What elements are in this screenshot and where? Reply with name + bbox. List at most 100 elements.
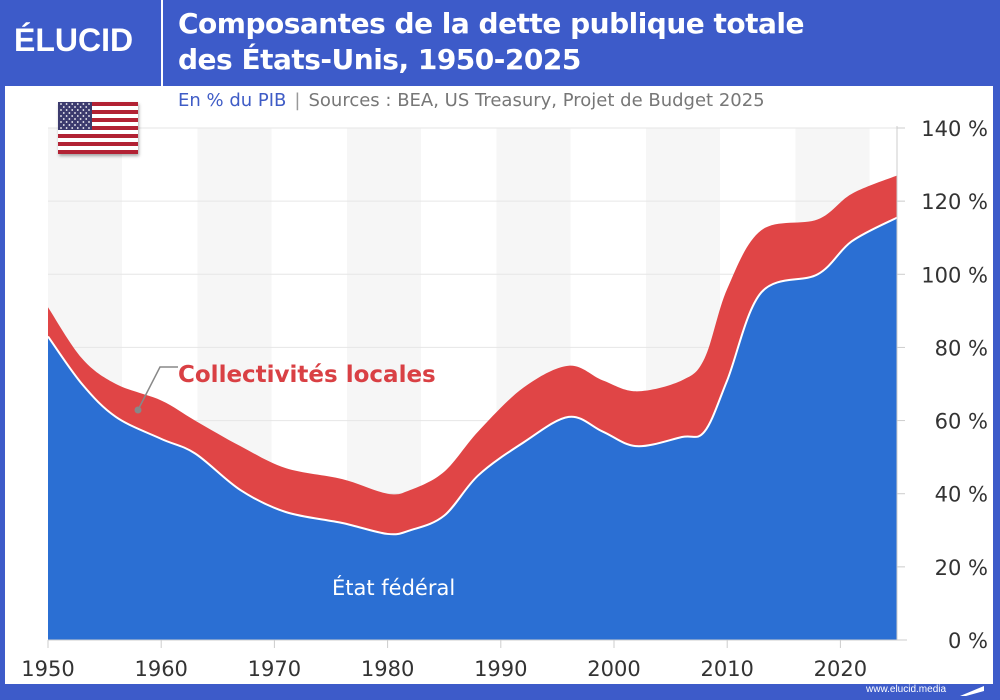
flag-star: [88, 115, 90, 117]
flag-stripe: [58, 130, 138, 134]
flag-star: [88, 103, 90, 105]
flag-star: [82, 121, 85, 123]
flag-star: [88, 127, 90, 129]
title-line-1: Composantes de la dette publique totale: [178, 7, 805, 40]
flag-star: [74, 112, 76, 114]
x-tick-label: 1980: [361, 657, 414, 681]
flag-star: [71, 115, 74, 117]
federal-area: [48, 217, 897, 640]
y-tick-label: 80 %: [935, 336, 988, 360]
flag-stripe: [58, 138, 138, 142]
local-label-dot: [134, 406, 142, 414]
y-tick-label: 120 %: [921, 190, 988, 214]
flag-star: [65, 121, 68, 123]
flag-star: [76, 109, 79, 111]
unit-label: En % du PIB: [178, 90, 287, 111]
flag-star: [76, 127, 79, 129]
x-tick-label: 2000: [587, 657, 640, 681]
flag-star: [82, 109, 85, 111]
footer-url[interactable]: www.elucid.media: [866, 684, 947, 695]
flag-star: [79, 106, 82, 108]
flag-star: [82, 115, 85, 117]
flag-star: [62, 112, 65, 114]
x-tick-label: 1960: [134, 657, 187, 681]
axes: [47, 126, 907, 648]
flag-star: [85, 112, 88, 114]
flag-stripe: [58, 150, 138, 154]
flag-star: [60, 127, 62, 129]
flag-star: [65, 127, 68, 129]
flag-star: [68, 118, 71, 120]
flag-star: [85, 106, 88, 108]
flag-star: [76, 103, 79, 105]
flag-star: [65, 103, 68, 105]
x-tick-label: 2010: [700, 657, 753, 681]
flag-stripe: [58, 110, 138, 114]
flag-star: [65, 109, 68, 111]
flag-star: [71, 109, 74, 111]
flag-star: [62, 106, 65, 108]
flag-star: [88, 109, 90, 111]
series-label-federal: État fédéral: [332, 575, 455, 600]
flag-stripe: [58, 106, 138, 110]
flag-star: [60, 103, 62, 105]
flag-star: [68, 124, 71, 126]
subtitle-separator: |: [294, 90, 301, 111]
flag-star: [85, 118, 88, 120]
flag-star: [85, 124, 88, 126]
flag-star: [76, 115, 79, 117]
x-tick-label: 1950: [21, 657, 74, 681]
subtitle: En % du PIB | Sources : BEA, US Treasury, …: [178, 90, 765, 111]
flag-star: [88, 121, 90, 123]
flag-stripe: [58, 114, 138, 118]
x-tick-label: 1990: [474, 657, 527, 681]
federal-boundary-line: [47, 216, 898, 536]
flag-star: [74, 124, 76, 126]
flag-star: [68, 112, 71, 114]
flag-star: [68, 106, 71, 108]
x-tick-label: 1970: [248, 657, 301, 681]
flag-stripe: [58, 146, 138, 150]
flag-stripe: [58, 126, 138, 130]
flag-star: [82, 103, 85, 105]
flag-star: [65, 115, 68, 117]
elucid-logo: ÉLUCID: [14, 22, 134, 58]
header-divider: [161, 0, 163, 86]
flag-star: [60, 109, 62, 111]
flag-star: [74, 106, 76, 108]
y-tick-label: 140 %: [921, 117, 988, 141]
x-tick-label: 2020: [814, 657, 867, 681]
us-flag-icon: [58, 102, 138, 154]
flag-star: [60, 115, 62, 117]
series-label-local: Collectivités locales: [178, 362, 436, 388]
flag-star: [79, 112, 82, 114]
flag-star: [71, 121, 74, 123]
flag-stripe: [58, 122, 138, 126]
chart-title: Composantes de la dette publique totale …: [178, 6, 805, 78]
flag-stripe: [58, 134, 138, 138]
flag-star: [79, 124, 82, 126]
y-tick-label: 40 %: [935, 483, 988, 507]
flag-star: [62, 124, 65, 126]
sources-label: Sources : BEA, US Treasury, Projet de Bu…: [308, 90, 765, 111]
flag-star: [60, 121, 62, 123]
flag-stripe: [58, 142, 138, 146]
flag-star: [71, 103, 74, 105]
local-label-leader: [137, 366, 178, 411]
y-tick-label: 60 %: [935, 410, 988, 434]
flag-stripe: [58, 102, 138, 106]
x-tick-labels: 1950 1960 1970 1980 1990 2000 2010 2020: [21, 657, 867, 681]
flag-star: [82, 127, 85, 129]
y-tick-label: 100 %: [921, 263, 988, 287]
flag-star: [76, 121, 79, 123]
title-line-2: des États-Unis, 1950-2025: [178, 43, 581, 76]
flag-star: [71, 127, 74, 129]
flag-star: [62, 118, 65, 120]
y-tick-label: 0 %: [948, 629, 988, 653]
flag-stripe: [58, 118, 138, 122]
flag-star: [74, 118, 76, 120]
y-tick-label: 20 %: [935, 556, 988, 580]
flag-star: [79, 118, 82, 120]
elucid-mark-icon: [960, 686, 984, 696]
